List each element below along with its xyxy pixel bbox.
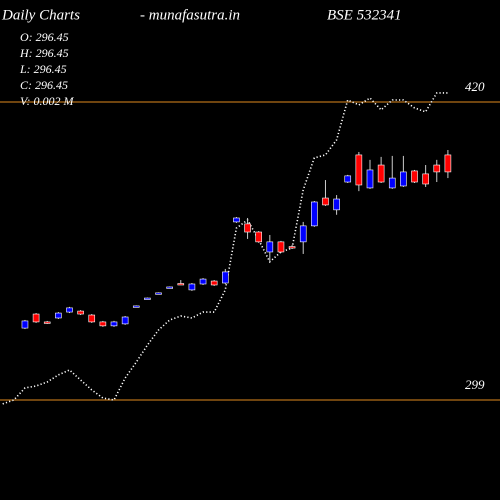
- legend-entry: O: 296.45: [20, 30, 69, 44]
- candle-body: [155, 292, 162, 295]
- candle-body: [222, 271, 229, 284]
- candle-body: [110, 321, 118, 327]
- candle-body: [299, 225, 307, 243]
- candle-body: [411, 170, 418, 183]
- candle-body: [344, 175, 352, 183]
- candle-body: [277, 241, 285, 253]
- legend-entry: H: 296.45: [19, 46, 69, 60]
- candle-body: [21, 320, 29, 329]
- candle-body: [388, 177, 396, 189]
- candle-body: [99, 321, 107, 327]
- y-tick-label: 299: [465, 377, 485, 392]
- candle-body: [121, 316, 129, 325]
- candle-body: [77, 310, 84, 315]
- legend-entry: V: 0.002 M: [20, 94, 75, 108]
- candle-body: [266, 241, 274, 253]
- symbol: BSE 532341: [327, 7, 402, 23]
- candle-body: [166, 286, 173, 289]
- candle-body: [444, 154, 452, 173]
- candle-body: [210, 280, 218, 286]
- candle-body: [66, 307, 73, 313]
- grid: 299 420: [0, 79, 500, 401]
- candle-body: [288, 246, 296, 249]
- candle-body: [188, 283, 196, 291]
- candle-body: [55, 312, 62, 319]
- candle-body: [32, 313, 40, 323]
- candle-body: [333, 198, 340, 211]
- candle-body: [199, 278, 207, 285]
- candle-body: [400, 171, 407, 187]
- y-tick-label: 420: [465, 79, 485, 94]
- candle-body: [366, 169, 374, 189]
- candle-body: [132, 305, 140, 308]
- candle-body: [355, 154, 363, 186]
- candle-body: [422, 173, 429, 185]
- candle-body: [88, 314, 96, 323]
- legend-entry: C: 296.45: [20, 78, 68, 92]
- plot: [2, 92, 452, 405]
- candle-body: [377, 164, 385, 183]
- candle-body: [244, 223, 251, 233]
- candle-body: [43, 321, 51, 324]
- candle-body: [255, 231, 262, 243]
- chart-title: Daily Charts: [1, 7, 80, 23]
- candle-body: [233, 217, 240, 223]
- candle-body: [322, 197, 329, 206]
- legend: O: 296.45 H: 296.45 L: 296.45 C: 296.45 V: 0…: [19, 30, 75, 108]
- source: - munafasutra.in: [140, 7, 240, 23]
- candle-body: [433, 164, 441, 173]
- candle-body: [311, 201, 318, 227]
- candle-body: [177, 283, 185, 286]
- candle-body: [144, 297, 151, 300]
- legend-entry: L: 296.45: [19, 62, 67, 76]
